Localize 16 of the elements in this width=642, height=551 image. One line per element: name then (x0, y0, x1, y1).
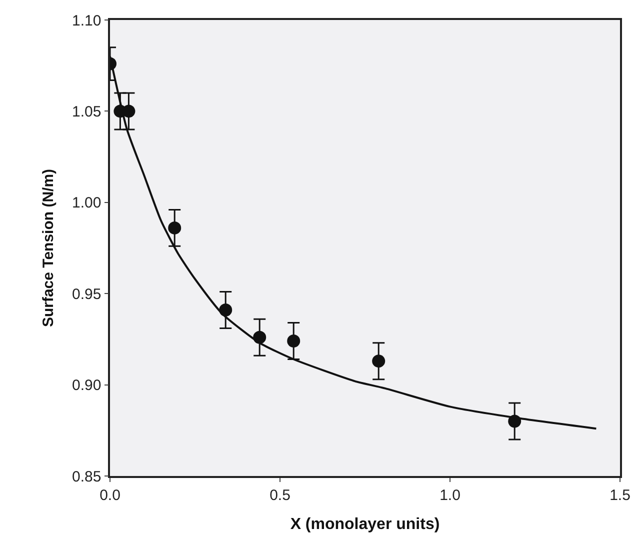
x-axis-title: X (monolayer units) (290, 516, 440, 533)
point (372, 354, 386, 368)
y-tick-label: 0.85 (72, 468, 102, 486)
point (122, 104, 136, 118)
y-axis-title: Surface Tension (N/m) (40, 168, 57, 328)
y-tick-label: 0.90 (72, 377, 102, 394)
point (168, 221, 182, 234)
y-tick-label: 1.10 (72, 12, 102, 30)
x-tick-label: 0.0 (100, 486, 120, 504)
y-tick-label: 1.05 (72, 103, 102, 120)
x-tick-label: 0.5 (270, 486, 290, 504)
x-tick-label: 1.5 (610, 486, 630, 504)
y-tick-label: 1.00 (72, 194, 102, 212)
x-tick-label: 1.0 (440, 486, 460, 504)
y-tick-label: 0.95 (72, 286, 102, 303)
point (287, 334, 300, 348)
